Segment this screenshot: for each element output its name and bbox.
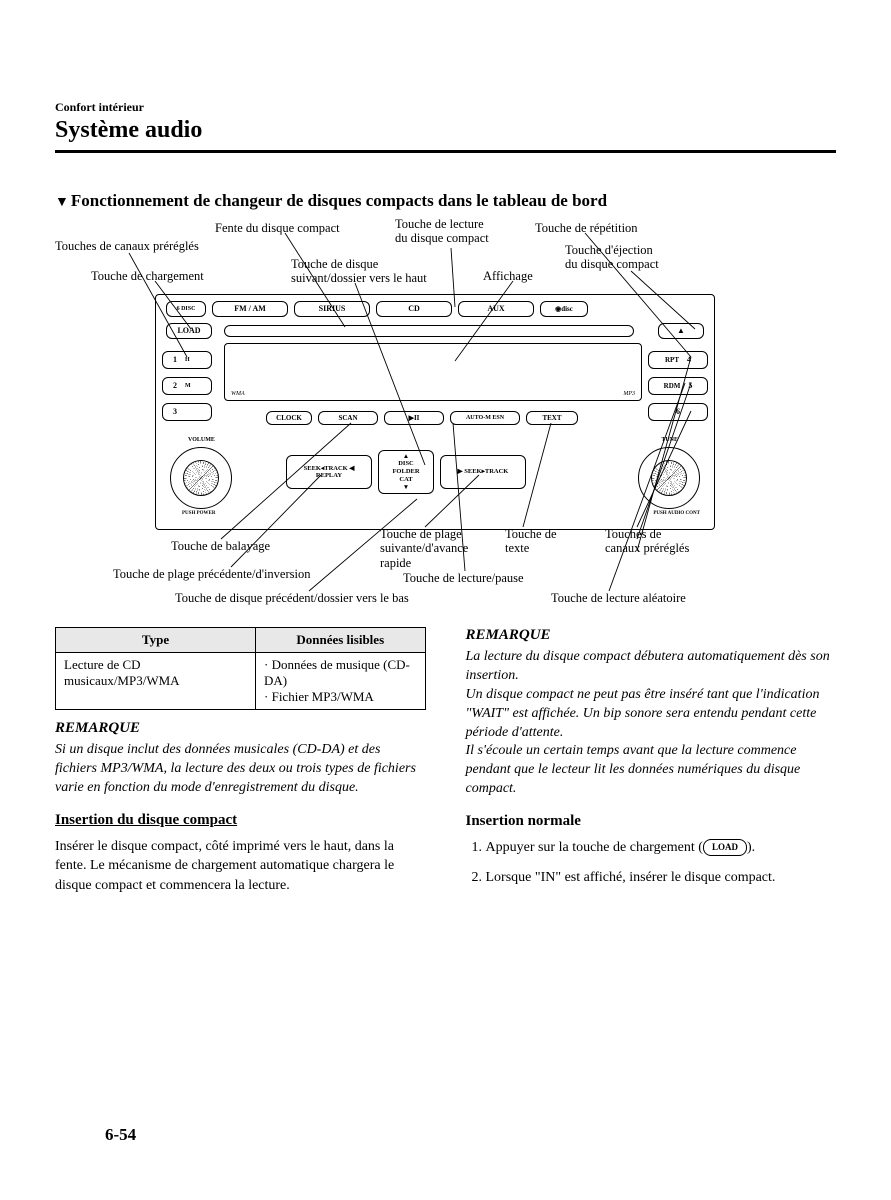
preset-5-button[interactable]: RDM5 — [648, 377, 708, 395]
label-play-pause: Touche de lecture/pause — [403, 571, 524, 585]
label-scan: Touche de balayage — [171, 539, 270, 553]
label-load: Touche de chargement — [91, 269, 204, 283]
remark-title-left: REMARQUE — [55, 720, 426, 737]
tune-knob[interactable] — [638, 447, 700, 509]
eject-button[interactable]: ▲ — [658, 323, 704, 339]
seek-prev-button[interactable]: SEEK◂TRACK ◀REPLAY — [286, 455, 372, 489]
preset-3-button[interactable]: 3 — [162, 403, 212, 421]
play-pause-button[interactable]: ▶II — [384, 411, 444, 425]
label-preset-left: Touches de canaux préréglés — [55, 239, 199, 253]
volume-knob[interactable] — [170, 447, 232, 509]
label-eject: Touche d'éjection du disque compact — [565, 243, 659, 272]
step-2: Lorsque "IN" est affiché, insérer le dis… — [486, 868, 837, 888]
table-cell-type: Lecture de CD musicaux/MP3/WMA — [56, 653, 256, 710]
table-header-type: Type — [56, 628, 256, 653]
preset-2-button[interactable]: 2M — [162, 377, 212, 395]
label-repeat: Touche de répétition — [535, 221, 638, 235]
audio-cont-label: PUSH AUDIO CONT — [653, 511, 700, 517]
section-heading: Fonctionnement de changeur de disques co… — [55, 191, 836, 211]
label-display: Affichage — [483, 269, 533, 283]
power-label: PUSH POWER — [182, 511, 215, 517]
header-section: Confort intérieur — [55, 100, 836, 115]
label-cd-play: Touche de lecture du disque compact — [395, 217, 489, 246]
label-prev-track: Touche de plage précédente/d'inversion — [113, 567, 310, 581]
insert-steps: Appuyer sur la touche de chargement (LOA… — [466, 838, 837, 887]
label-text: Touche de texte — [505, 527, 557, 556]
load-inline-button: LOAD — [703, 839, 747, 856]
label-next-track: Touche de plage suivante/d'avance rapide — [380, 527, 468, 570]
label-preset-right: Touches de canaux préréglés — [605, 527, 689, 556]
remark-body-left: Si un disque inclut des données musicale… — [55, 741, 426, 798]
clock-button[interactable]: CLOCK — [266, 411, 312, 425]
insert-body: Insérer le disque compact, côté imprimé … — [55, 837, 426, 896]
remark-body-right: La lecture du disque compact débutera au… — [466, 648, 837, 799]
label-random: Touche de lecture aléatoire — [551, 591, 686, 605]
page-title: Système audio — [55, 117, 836, 144]
header-rule — [55, 150, 836, 153]
scan-button[interactable]: SCAN — [318, 411, 378, 425]
content-columns: Type Données lisibles Lecture de CD musi… — [55, 627, 836, 909]
step-1: Appuyer sur la touche de chargement (LOA… — [486, 838, 837, 858]
aux-button[interactable]: AUX — [458, 301, 534, 317]
load-button[interactable]: LOAD — [166, 323, 212, 339]
preset-1-button[interactable]: 1H — [162, 351, 212, 369]
cd-button[interactable]: CD — [376, 301, 452, 317]
table-cell-data: · Données de musique (CD-DA) · Fichier M… — [256, 653, 426, 710]
preset-4-button[interactable]: RPT4 — [648, 351, 708, 369]
radio-unit: 6 DISC FM / AM SIRIUS CD AUX ◉disc LOAD … — [155, 294, 715, 530]
radio-diagram: Fente du disque compact Touche de lectur… — [55, 221, 836, 621]
label-disc-down: Touche de disque précédent/dossier vers … — [175, 591, 409, 605]
page-number: 6-54 — [105, 1125, 136, 1145]
volume-label: VOLUME — [188, 437, 215, 444]
display-screen: WMA MP3 — [224, 343, 642, 401]
fm-am-button[interactable]: FM / AM — [212, 301, 288, 317]
insert-title: Insertion du disque compact — [55, 812, 426, 829]
label-disc-up: Touche de disque suivant/dossier vers le… — [291, 257, 427, 286]
normal-insert-title: Insertion normale — [466, 813, 837, 830]
preset-6-button[interactable]: 6 — [648, 403, 708, 421]
text-button[interactable]: TEXT — [526, 411, 578, 425]
right-column: REMARQUE La lecture du disque compact dé… — [466, 627, 837, 909]
label-cd-slot: Fente du disque compact — [215, 221, 340, 235]
readable-data-table: Type Données lisibles Lecture de CD musi… — [55, 627, 426, 710]
cd-slot[interactable] — [224, 325, 634, 337]
remark-title-right: REMARQUE — [466, 627, 837, 644]
disc-folder-button[interactable]: ▲DISCFOLDERCAT▼ — [378, 450, 434, 494]
sirius-button[interactable]: SIRIUS — [294, 301, 370, 317]
radio-logo: 6 DISC — [166, 301, 206, 317]
disc-icon: ◉disc — [540, 301, 588, 317]
seek-next-button[interactable]: ▶ SEEK▸TRACK — [440, 455, 526, 489]
tune-label: TUNE — [661, 437, 678, 444]
left-column: Type Données lisibles Lecture de CD musi… — [55, 627, 426, 909]
table-header-data: Données lisibles — [256, 628, 426, 653]
auto-m-button[interactable]: AUTO-M ESN — [450, 411, 520, 425]
